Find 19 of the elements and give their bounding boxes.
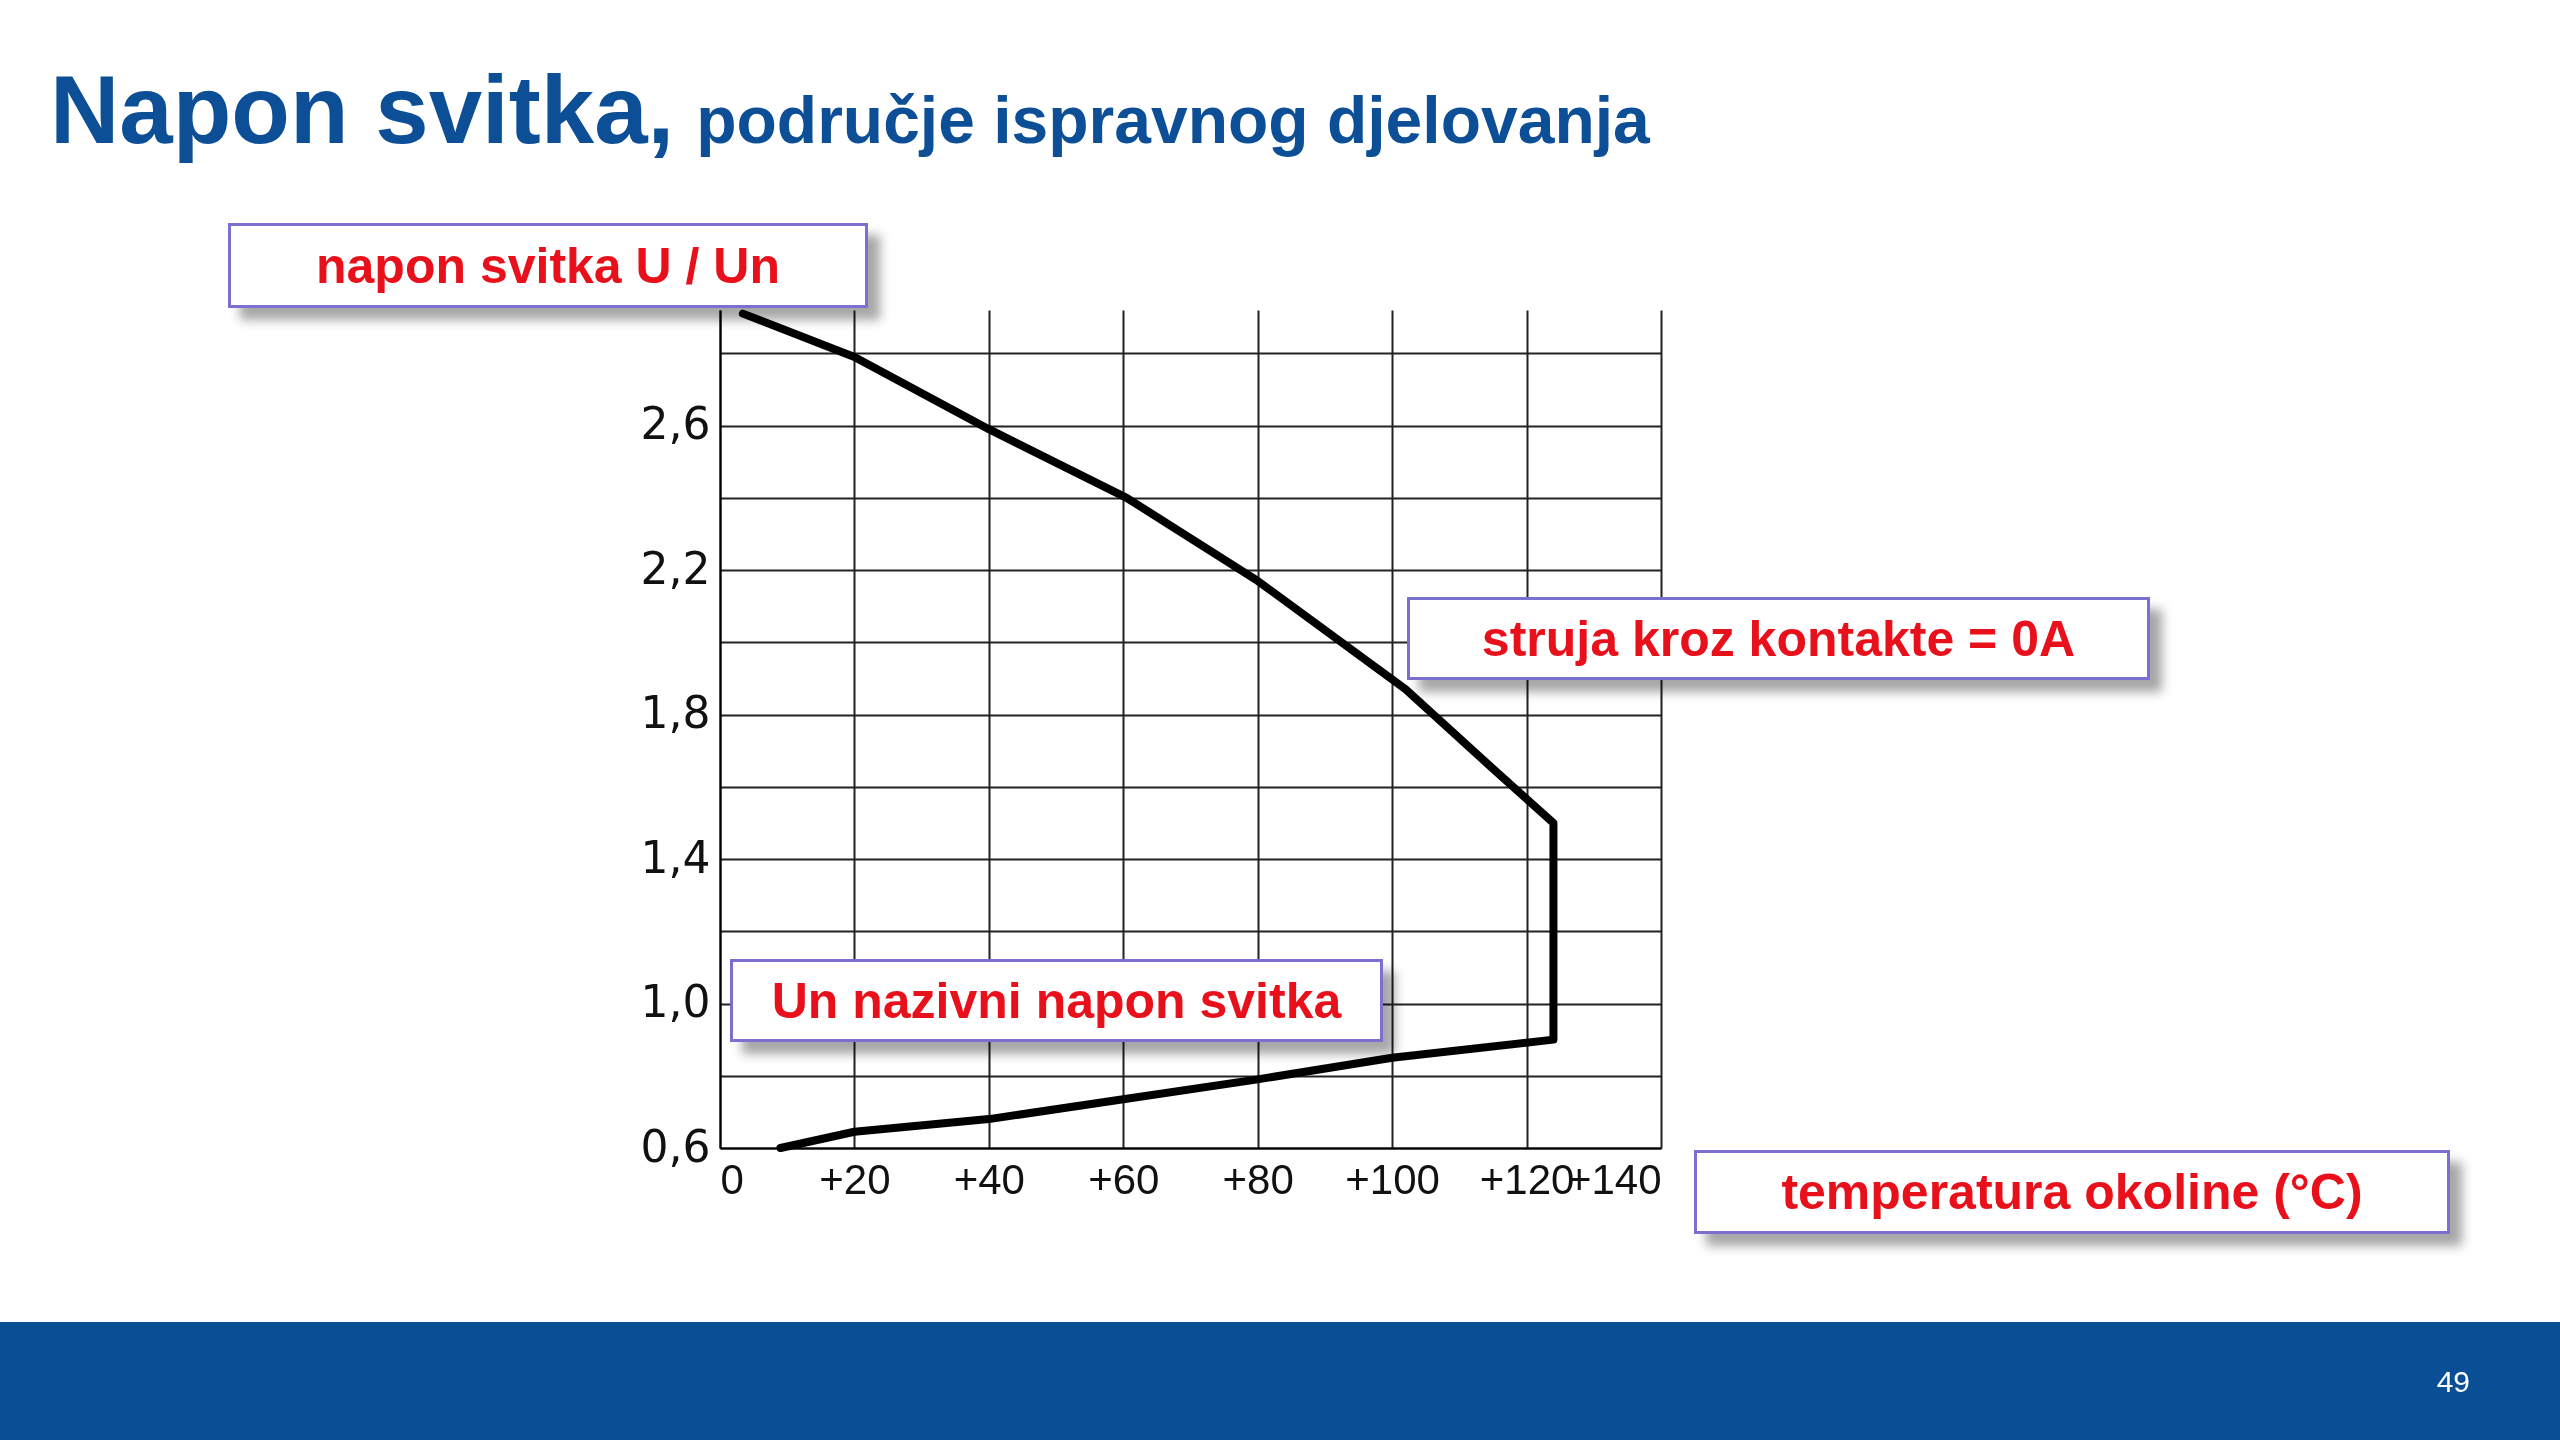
y-tick-label: 0,6 <box>640 1120 711 1172</box>
y-tick-label: 1,0 <box>640 976 711 1028</box>
y-tick-label: 2,2 <box>640 542 711 594</box>
x-tick-label: +20 <box>819 1155 891 1203</box>
x-tick-label: 0 <box>720 1155 744 1203</box>
y-tick-label: 1,4 <box>640 831 711 883</box>
y-tick-label: 2,6 <box>640 398 711 450</box>
x-axis-title: temperatura okoline (°C) <box>1694 1150 2450 1234</box>
y-axis-title: napon svitka U / Un <box>228 223 868 308</box>
chart-subtitle: područje ispravnog djelovanja <box>696 83 1650 157</box>
annotation: struja kroz kontakte = 0A <box>1407 597 2150 680</box>
chart-title: Napon svitka, <box>50 56 675 163</box>
x-tick-label: +40 <box>953 1155 1025 1203</box>
x-tick-label: +80 <box>1222 1155 1294 1203</box>
text: 49 <box>2436 1365 2470 1399</box>
x-tick-label: +60 <box>1088 1155 1160 1203</box>
y-tick-label: 1,8 <box>640 687 711 739</box>
annotation: Un nazivni napon svitka <box>730 959 1383 1042</box>
x-tick-label: +100 <box>1345 1155 1440 1203</box>
